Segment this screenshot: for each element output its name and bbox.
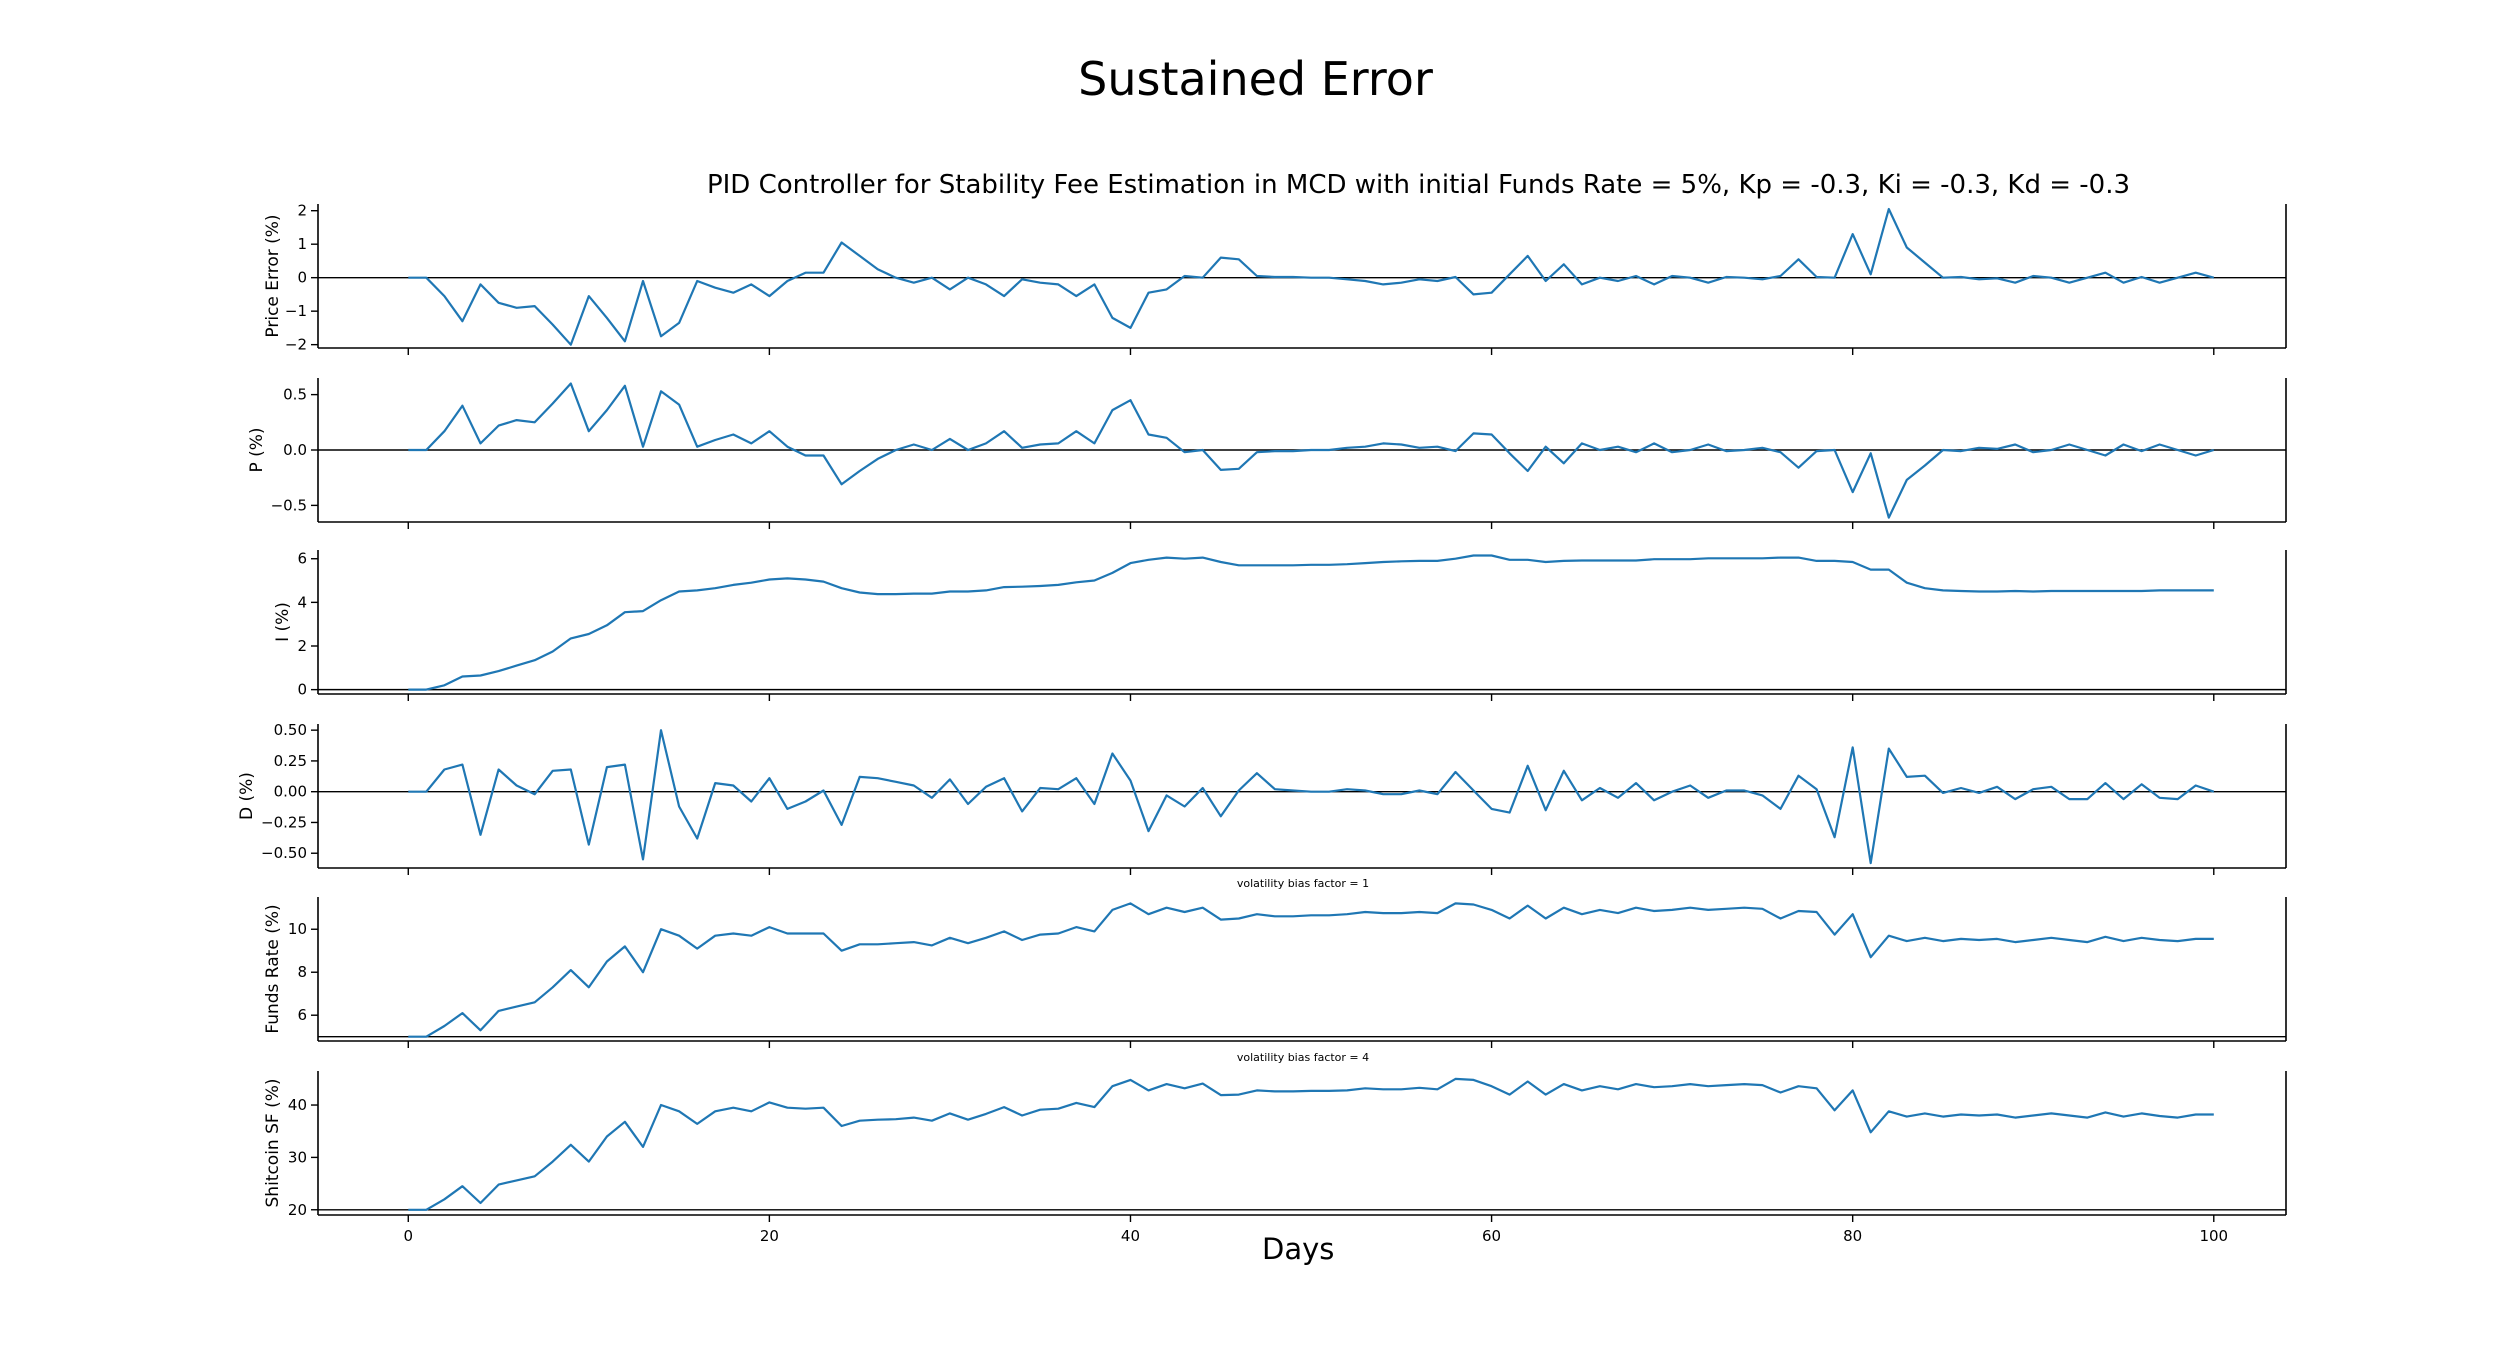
panel-0-y-axis-label: Price Error (%)	[263, 214, 283, 337]
panel-4-y-tick-label: 6	[297, 1006, 307, 1024]
panel-2-y-tick-label: 0	[297, 681, 307, 699]
panel-3-y-tick-label: −0.25	[261, 813, 307, 831]
panel-0-y-tick-label: 1	[297, 235, 307, 253]
panel-4-annotation: volatility bias factor = 1	[1237, 877, 1369, 890]
panel-1-y-tick-label: −0.5	[271, 496, 307, 514]
panel-4-y-tick-label: 10	[288, 920, 307, 938]
panel-5-y-tick-label: 30	[288, 1148, 307, 1166]
x-tick-label: 100	[2199, 1227, 2228, 1245]
x-axis-label: Days	[1262, 1232, 1335, 1266]
x-tick-label: 60	[1482, 1227, 1501, 1245]
panel-2-y-axis-label: I (%)	[273, 602, 293, 642]
x-tick-label: 40	[1121, 1227, 1140, 1245]
panel-1-series-line	[408, 382, 2215, 519]
x-tick-label: 0	[404, 1227, 414, 1245]
figure-subtitle: PID Controller for Stability Fee Estimat…	[706, 170, 2131, 200]
panel-3-y-tick-label: −0.50	[261, 844, 307, 862]
panel-1-y-tick-label: 0.5	[283, 386, 307, 404]
panel-2-y-tick-label: 6	[297, 550, 307, 568]
panel-0-y-tick-label: −1	[285, 302, 307, 320]
panel-4-series-line	[408, 902, 2214, 1038]
panel-4-y-axis-label: Funds Rate (%)	[263, 904, 283, 1033]
panel-0-series-line	[408, 207, 2215, 346]
panel-4-y-tick-label: 8	[297, 963, 307, 981]
panel-3-y-axis-label: D (%)	[237, 772, 257, 820]
x-tick-label: 80	[1843, 1227, 1862, 1245]
panel-0-y-tick-label: −2	[285, 336, 307, 354]
panel-5-y-tick-label: 40	[288, 1096, 307, 1114]
panel-3-series-line	[408, 729, 2215, 865]
panel-2-series-line	[408, 554, 2214, 691]
panel-0-y-tick-label: 0	[297, 269, 307, 287]
panel-2-y-tick-label: 2	[297, 637, 307, 655]
panel-3-y-tick-label: 0.25	[274, 752, 307, 770]
panel-5-series-line	[408, 1077, 2214, 1211]
panel-3-y-tick-label: 0.50	[274, 721, 307, 739]
panel-0-y-tick-label: 2	[297, 202, 307, 220]
panel-1-y-axis-label: P (%)	[247, 427, 267, 472]
panel-3-y-tick-label: 0.00	[274, 783, 307, 801]
panel-1-y-tick-label: 0.0	[283, 441, 307, 459]
figure-suptitle: Sustained Error	[1078, 52, 1433, 106]
panel-2-y-tick-label: 4	[297, 593, 307, 611]
panel-5-y-tick-label: 20	[288, 1201, 307, 1219]
panel-5-annotation: volatility bias factor = 4	[1237, 1051, 1369, 1064]
panel-5-y-axis-label: Shitcoin SF (%)	[263, 1079, 283, 1208]
x-tick-label: 20	[760, 1227, 779, 1245]
